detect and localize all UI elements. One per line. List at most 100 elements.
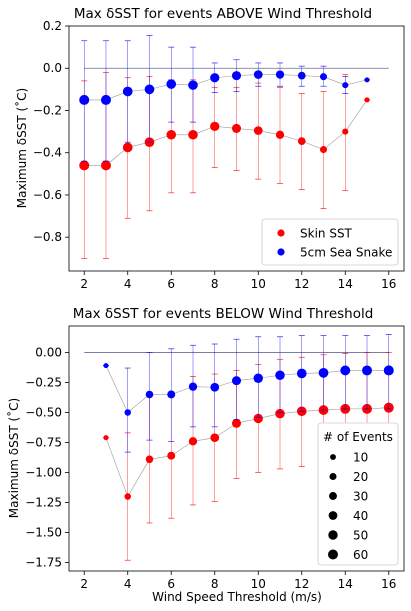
bottom-x-tick-label: 8 xyxy=(211,577,219,591)
bottom-x-tick-label: 6 xyxy=(167,577,175,591)
bottom-x-tick-label: 4 xyxy=(124,577,132,591)
top-series-sea-snake-point xyxy=(166,79,177,89)
bottom-y-tick-label: −1.00 xyxy=(25,466,62,480)
bottom-size-legend: # of Events 10 20 30 40 50 60 xyxy=(317,422,399,566)
top-series-skin-sst-point xyxy=(188,129,198,140)
bottom-series-sea-snake-point xyxy=(188,382,198,391)
legend-box xyxy=(317,422,399,566)
legend-size-label: 40 xyxy=(353,509,368,523)
bottom-series-sea-snake-point xyxy=(318,367,329,378)
bottom-y-tick-label: −0.75 xyxy=(25,435,62,449)
bottom-series-skin-sst-point xyxy=(124,493,131,500)
top-chart-y-axis-label: Maximum δSST (˚C) xyxy=(14,88,29,208)
bottom-x-tick-label: 12 xyxy=(294,577,309,591)
legend-size-label: 60 xyxy=(353,548,368,562)
bottom-y-tick-label: −0.25 xyxy=(25,375,62,389)
legend-label: Skin SST xyxy=(300,227,353,241)
top-x-tick-label: 12 xyxy=(294,277,309,291)
bottom-chart-x-axis-label: Wind Speed Threshold (m/s) xyxy=(152,590,322,604)
top-series-skin-sst-point xyxy=(253,126,263,135)
bottom-series-skin-sst-point xyxy=(167,451,176,460)
top-series-sea-snake-point xyxy=(144,84,155,95)
legend-marker xyxy=(277,248,285,256)
bottom-y-tick-label: −1.25 xyxy=(25,496,62,510)
bottom-series-sea-snake-point xyxy=(340,365,351,376)
bottom-series-sea-snake-point xyxy=(231,376,242,386)
top-series-sea-snake-point xyxy=(319,73,328,81)
legend-size-label: 30 xyxy=(353,490,368,504)
legend-size-marker xyxy=(328,549,338,560)
top-series-skin-sst-point xyxy=(210,121,220,131)
bottom-chart-title: Max δSST for events BELOW Wind Threshold xyxy=(73,306,374,322)
legend-box xyxy=(261,218,399,266)
bottom-series-skin-sst-point xyxy=(275,408,285,419)
top-series-skin-sst-point xyxy=(297,137,306,145)
top-series-sea-snake-point xyxy=(253,70,263,79)
top-series-skin-sst-line xyxy=(84,99,368,166)
bottom-y-tick-label: −0.50 xyxy=(25,405,62,419)
top-series-sea-snake-point xyxy=(188,80,198,90)
top-x-tick-label: 6 xyxy=(167,277,175,291)
bottom-series-sea-snake-point xyxy=(296,368,307,379)
legend-label: 5cm Sea Snake xyxy=(300,246,392,260)
bottom-x-tick-label: 16 xyxy=(381,577,396,591)
top-x-tick-label: 14 xyxy=(338,277,353,291)
bottom-series-sea-snake-point xyxy=(362,365,372,376)
bottom-x-tick-label: 10 xyxy=(251,577,266,591)
bottom-series-sea-snake-point xyxy=(145,390,154,399)
bottom-x-tick-label: 14 xyxy=(338,577,353,591)
top-y-tick-label: −0.8 xyxy=(33,230,62,244)
top-series-skin-sst-point xyxy=(79,160,90,171)
top-series-sea-snake-point xyxy=(122,86,133,97)
bottom-series-sea-snake-point xyxy=(383,365,394,376)
bottom-series-skin-sst-point xyxy=(253,413,263,424)
top-series-skin-sst-point xyxy=(319,146,328,154)
bottom-series-sea-snake-point xyxy=(210,382,220,392)
bottom-chart-panel: Max δSST for events BELOW Wind Threshold… xyxy=(6,306,405,604)
bottom-series-sea-snake-point xyxy=(275,370,285,380)
top-y-tick-label: −0.6 xyxy=(33,188,62,202)
bottom-series-sea-snake-point xyxy=(167,390,176,399)
top-series-sea-snake-point xyxy=(100,94,111,105)
legend-marker xyxy=(277,229,285,237)
top-x-tick-label: 16 xyxy=(381,277,396,291)
top-series-skin-sst-point xyxy=(364,97,370,103)
top-series-sea-snake-point xyxy=(297,71,306,80)
legend-size-label: 10 xyxy=(353,451,368,465)
top-series-sea-snake-point xyxy=(231,71,242,81)
legend-size-label: 20 xyxy=(353,470,368,484)
top-x-tick-label: 8 xyxy=(211,277,219,291)
top-series-sea-snake-point xyxy=(210,73,220,83)
top-series-skin-sst-point xyxy=(100,160,111,171)
legend-size-marker xyxy=(330,454,336,460)
bottom-series-skin-sst-point xyxy=(210,433,220,443)
top-y-tick-label: −0.4 xyxy=(33,146,62,160)
legend-size-marker xyxy=(329,472,337,481)
bottom-y-tick-label: 0.00 xyxy=(35,345,62,359)
bottom-series-skin-sst-point xyxy=(231,418,242,428)
bottom-y-tick-label: −1.75 xyxy=(25,556,62,570)
top-series-skin-sst-point xyxy=(122,142,133,153)
bottom-series-sea-snake-point xyxy=(124,409,131,416)
legend-size-marker xyxy=(328,530,338,540)
legend-title: # of Events xyxy=(323,430,393,444)
bottom-series-skin-sst-point xyxy=(188,437,198,446)
bottom-series-skin-sst-point xyxy=(145,455,154,464)
top-series-sea-snake-point xyxy=(342,82,349,89)
bottom-series-sea-snake-point xyxy=(103,363,109,369)
top-y-tick-label: 0.2 xyxy=(43,19,62,33)
top-series-sea-snake-point xyxy=(364,77,370,83)
top-x-tick-label: 2 xyxy=(80,277,88,291)
top-y-tick-label: −0.2 xyxy=(33,103,62,117)
legend-size-marker xyxy=(329,492,337,500)
bottom-series-skin-sst-point xyxy=(103,435,109,441)
top-series-sea-snake-point xyxy=(275,70,285,79)
top-chart-panel: Max δSST for events ABOVE Wind Threshold… xyxy=(14,6,405,291)
top-legend: Skin SST 5cm Sea Snake xyxy=(261,218,399,266)
top-x-tick-label: 4 xyxy=(124,277,132,291)
top-series-skin-sst-point xyxy=(231,123,242,133)
bottom-series-sea-snake-point xyxy=(253,373,263,383)
top-series-skin-sst-point xyxy=(166,129,177,140)
bottom-x-tick-label: 2 xyxy=(80,577,88,591)
